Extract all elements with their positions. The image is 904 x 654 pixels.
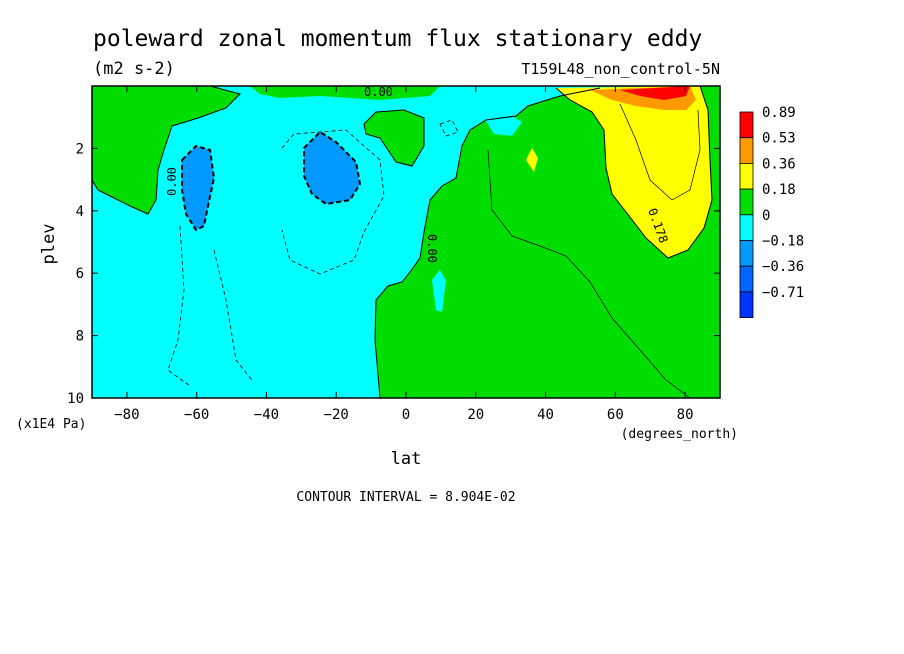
colorbar-swatch [739, 240, 754, 267]
contour-yellow [555, 85, 713, 259]
contour-dashed-4 [439, 119, 459, 137]
field-red-core [620, 86, 690, 100]
x-tick-label: −80 [114, 407, 139, 423]
contour-label-3: 0.00 [364, 85, 393, 99]
x-tick-label: 60 [607, 407, 624, 423]
y-tick-label: 2 [76, 141, 84, 157]
x-tick-label: 40 [537, 407, 554, 423]
x-tick-label: −20 [324, 407, 349, 423]
colorbar-level-label: 0.89 [762, 105, 796, 121]
contour-dashed-3 [281, 129, 385, 275]
field-blue-region-25s [304, 132, 360, 204]
colorbar-swatch [739, 137, 754, 164]
colorbar-swatch [739, 111, 754, 139]
y-tick-label: 10 [67, 391, 84, 407]
field-positive-region-south-pole [92, 86, 240, 214]
colorbar-level-label: −0.71 [762, 285, 804, 301]
y-tick-label: 6 [76, 266, 84, 282]
field-blue-region-60s [182, 146, 214, 230]
x-tick-label: 80 [677, 407, 694, 423]
negative-contours [181, 130, 362, 232]
chart-units: (m2 s-2) [93, 59, 175, 79]
x-tick-label: 20 [467, 407, 484, 423]
contour-interval: CONTOUR INTERVAL = 8.904E-02 [296, 490, 515, 505]
colorbar-swatch [739, 291, 754, 318]
x-tick-label: −60 [184, 407, 209, 423]
chart-title: poleward zonal momentum flux stationary … [93, 26, 702, 52]
field-negative-intrusion [432, 270, 446, 312]
contour-dashed-outer [167, 225, 191, 387]
x-axis-label: lat [391, 449, 422, 469]
colorbar-level-label: 0.36 [762, 156, 796, 172]
field-positive-blob-equator [364, 110, 424, 166]
colorbar-level-label: 0 [762, 208, 770, 224]
contour-blue-60s [181, 144, 216, 232]
contour-zero-blob [363, 109, 425, 167]
contour-zero-north [374, 87, 601, 399]
run-label: T159L48_non_control-5N [521, 60, 720, 78]
contour-label-1: 0.00 [165, 167, 179, 196]
x-tick-label: 0 [402, 407, 410, 423]
colorbar-swatch [739, 188, 754, 216]
contour-blue-25s [303, 130, 362, 206]
contour-lines [91, 85, 713, 399]
x-tick-label: −40 [254, 407, 279, 423]
field-yellow-region [556, 86, 712, 258]
y-tick-label: 4 [76, 204, 84, 220]
x-units: (degrees_north) [621, 427, 738, 442]
colorbar-swatch [739, 214, 754, 241]
contour-inner-1 [619, 103, 701, 201]
colorbar-level-label: 0.53 [762, 131, 796, 147]
field-negative-pocket [484, 112, 522, 136]
y-tick-label: 8 [76, 329, 84, 345]
y-units: (x1E4 Pa) [16, 417, 86, 432]
x-axis: −80 −60 −40 −20 0 20 40 60 80 [114, 86, 694, 423]
field-yellow-spot [526, 148, 538, 172]
colorbar: 0.89 0.53 0.36 0.18 0 −0.18 −0.36 −0.71 [739, 105, 804, 318]
contour-label-2: 0.00 [425, 234, 439, 263]
colorbar-level-label: −0.36 [762, 259, 804, 275]
y-axis: 2 4 6 8 10 [67, 141, 720, 407]
colorbar-level-label: 0.18 [762, 182, 796, 198]
contour-inner-2 [487, 149, 691, 399]
plot-area: 0.00 0.00 0.00 0.178 [91, 85, 721, 399]
colorbar-level-label: −0.18 [762, 234, 804, 250]
field-positive-strip-top [250, 86, 440, 100]
y-axis-label: plev [39, 224, 59, 265]
colorbar-swatch [739, 162, 754, 190]
contour-zero-south [91, 85, 241, 215]
colorbar-swatch [739, 265, 754, 293]
